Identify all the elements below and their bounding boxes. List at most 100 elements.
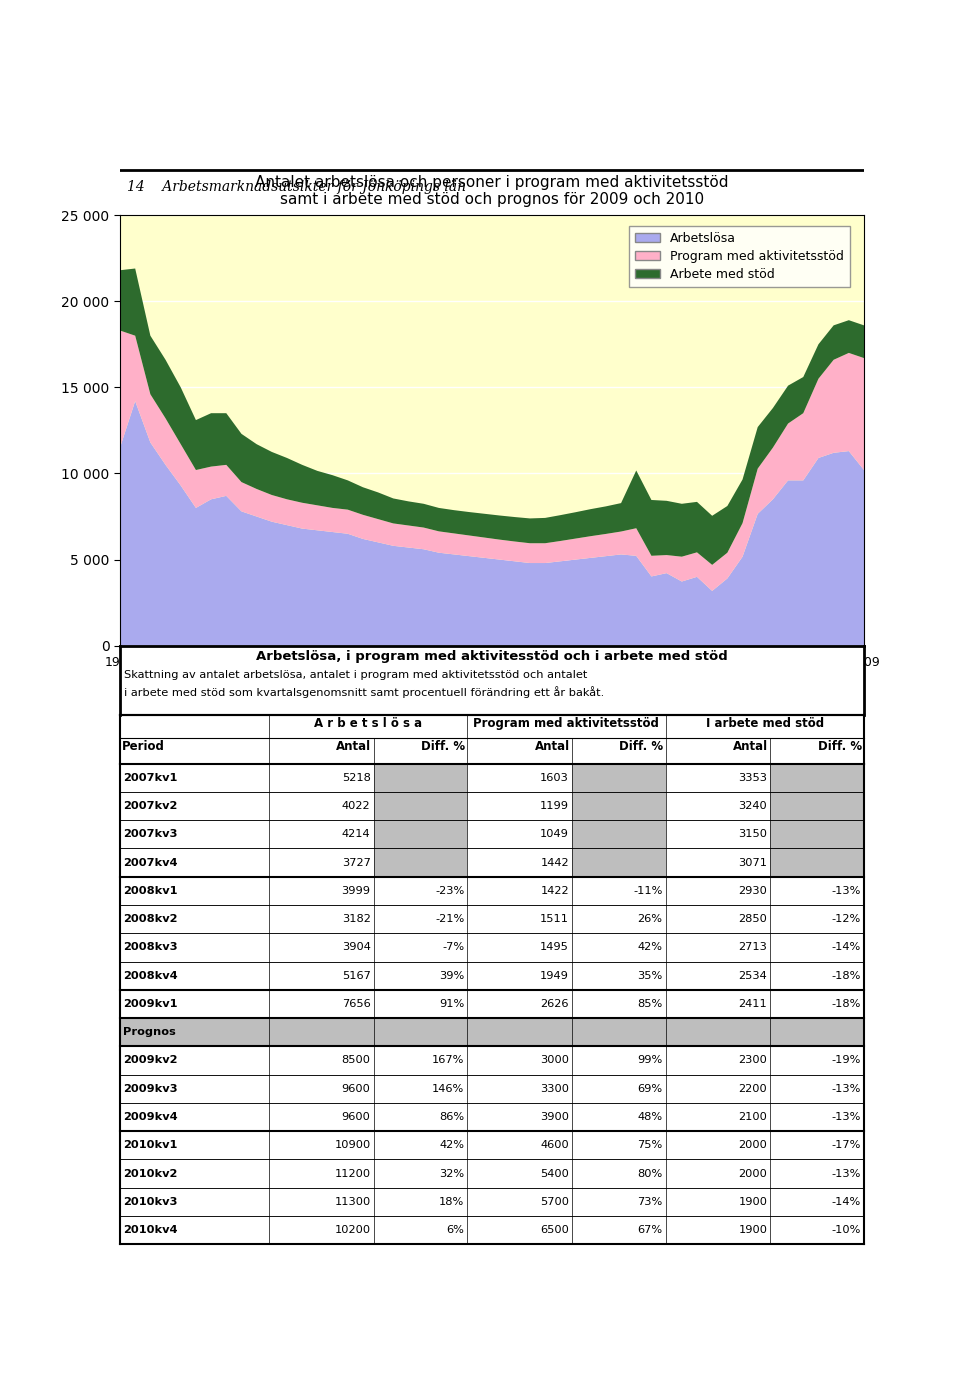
Bar [120, 1018, 864, 1046]
Bar [770, 763, 864, 791]
Bar [373, 849, 468, 877]
Text: 2000: 2000 [738, 1141, 767, 1151]
Text: -14%: -14% [831, 1197, 861, 1206]
Text: 2008kv4: 2008kv4 [123, 970, 178, 980]
Text: 2930: 2930 [738, 886, 767, 896]
Text: 1495: 1495 [540, 942, 569, 952]
Text: 3900: 3900 [540, 1111, 569, 1123]
Bar [770, 821, 864, 849]
Text: 1049: 1049 [540, 829, 569, 839]
Text: Diff. %: Diff. % [818, 741, 862, 754]
Text: -18%: -18% [831, 970, 861, 980]
Text: -14%: -14% [831, 942, 861, 952]
Text: 3182: 3182 [342, 914, 371, 924]
Text: 1603: 1603 [540, 773, 569, 783]
Text: 42%: 42% [440, 1141, 465, 1151]
Text: 75%: 75% [637, 1141, 662, 1151]
Text: 3999: 3999 [342, 886, 371, 896]
Text: 4600: 4600 [540, 1141, 569, 1151]
Text: 1442: 1442 [540, 857, 569, 868]
Text: 11300: 11300 [334, 1197, 371, 1206]
Bar [572, 763, 665, 791]
Text: 167%: 167% [432, 1055, 465, 1065]
Text: 3353: 3353 [738, 773, 767, 783]
Text: 4022: 4022 [342, 801, 371, 811]
Text: 2007kv3: 2007kv3 [123, 829, 178, 839]
Text: -21%: -21% [435, 914, 465, 924]
Text: 2010kv1: 2010kv1 [123, 1141, 178, 1151]
Text: 5167: 5167 [342, 970, 371, 980]
Text: I arbete med stöd: I arbete med stöd [706, 717, 824, 730]
Bar [770, 791, 864, 821]
Bar [120, 1188, 864, 1216]
Text: 2010kv4: 2010kv4 [123, 1225, 178, 1234]
Text: 67%: 67% [637, 1225, 662, 1234]
Text: 2713: 2713 [738, 942, 767, 952]
Text: 3727: 3727 [342, 857, 371, 868]
Text: 35%: 35% [637, 970, 662, 980]
Text: 85%: 85% [637, 1000, 662, 1009]
Bar [373, 763, 468, 791]
Text: 39%: 39% [439, 970, 465, 980]
Text: -7%: -7% [443, 942, 465, 952]
Text: 2010kv2: 2010kv2 [123, 1169, 178, 1179]
Bar [120, 1159, 864, 1188]
Text: A r b e t s l ö s a: A r b e t s l ö s a [314, 717, 422, 730]
Bar [572, 849, 665, 877]
Text: Arbetslösa, i program med aktivitesstöd och i arbete med stöd: Arbetslösa, i program med aktivitesstöd … [256, 650, 728, 663]
Text: 7656: 7656 [342, 1000, 371, 1009]
Bar [120, 714, 864, 763]
Bar [120, 990, 864, 1018]
Text: -10%: -10% [831, 1225, 861, 1234]
Text: 2009kv2: 2009kv2 [123, 1055, 178, 1065]
Bar [120, 905, 864, 934]
Text: 42%: 42% [637, 942, 662, 952]
Text: Antal: Antal [535, 741, 569, 754]
Bar [572, 791, 665, 821]
Text: 3150: 3150 [738, 829, 767, 839]
Text: 18%: 18% [439, 1197, 465, 1206]
Bar [120, 1216, 864, 1244]
Text: 11200: 11200 [334, 1169, 371, 1179]
Text: 3000: 3000 [540, 1055, 569, 1065]
Text: 99%: 99% [637, 1055, 662, 1065]
Text: 9600: 9600 [342, 1083, 371, 1093]
Text: 10200: 10200 [334, 1225, 371, 1234]
Text: 2007kv4: 2007kv4 [123, 857, 178, 868]
Text: 2007kv2: 2007kv2 [123, 801, 178, 811]
Bar [120, 1131, 864, 1159]
Text: -13%: -13% [831, 1111, 861, 1123]
Text: Prognos: Prognos [123, 1028, 176, 1037]
Text: 3240: 3240 [738, 801, 767, 811]
Text: -11%: -11% [634, 886, 662, 896]
Text: 2300: 2300 [738, 1055, 767, 1065]
Text: 69%: 69% [637, 1083, 662, 1093]
Text: 5218: 5218 [342, 773, 371, 783]
Text: 3071: 3071 [738, 857, 767, 868]
Text: Antal: Antal [336, 741, 372, 754]
Text: 10900: 10900 [334, 1141, 371, 1151]
Text: 2009kv1: 2009kv1 [123, 1000, 178, 1009]
Text: 2000: 2000 [738, 1169, 767, 1179]
Bar [373, 821, 468, 849]
Text: -17%: -17% [831, 1141, 861, 1151]
Text: 1199: 1199 [540, 801, 569, 811]
Text: Antal: Antal [732, 741, 768, 754]
Text: i arbete med stöd som kvartalsgenomsnitt samt procentuell förändring ett år bakå: i arbete med stöd som kvartalsgenomsnitt… [124, 686, 604, 699]
Text: 2008kv2: 2008kv2 [123, 914, 178, 924]
Text: 2009kv4: 2009kv4 [123, 1111, 178, 1123]
Bar [120, 877, 864, 905]
Bar [120, 1103, 864, 1131]
Text: 32%: 32% [439, 1169, 465, 1179]
Text: 6%: 6% [446, 1225, 465, 1234]
Bar [120, 791, 864, 821]
Text: Skattning av antalet arbetslösa, antalet i program med aktivitetsstöd och antale: Skattning av antalet arbetslösa, antalet… [124, 670, 588, 679]
Text: 2010kv3: 2010kv3 [123, 1197, 178, 1206]
Text: -13%: -13% [831, 1083, 861, 1093]
Text: 5400: 5400 [540, 1169, 569, 1179]
Text: 146%: 146% [432, 1083, 465, 1093]
Text: 14    Arbetsmarknadsutsikter för Jönköpings län: 14 Arbetsmarknadsutsikter för Jönköpings… [128, 179, 467, 193]
Text: 91%: 91% [439, 1000, 465, 1009]
Text: 73%: 73% [637, 1197, 662, 1206]
Text: 2008kv1: 2008kv1 [123, 886, 178, 896]
